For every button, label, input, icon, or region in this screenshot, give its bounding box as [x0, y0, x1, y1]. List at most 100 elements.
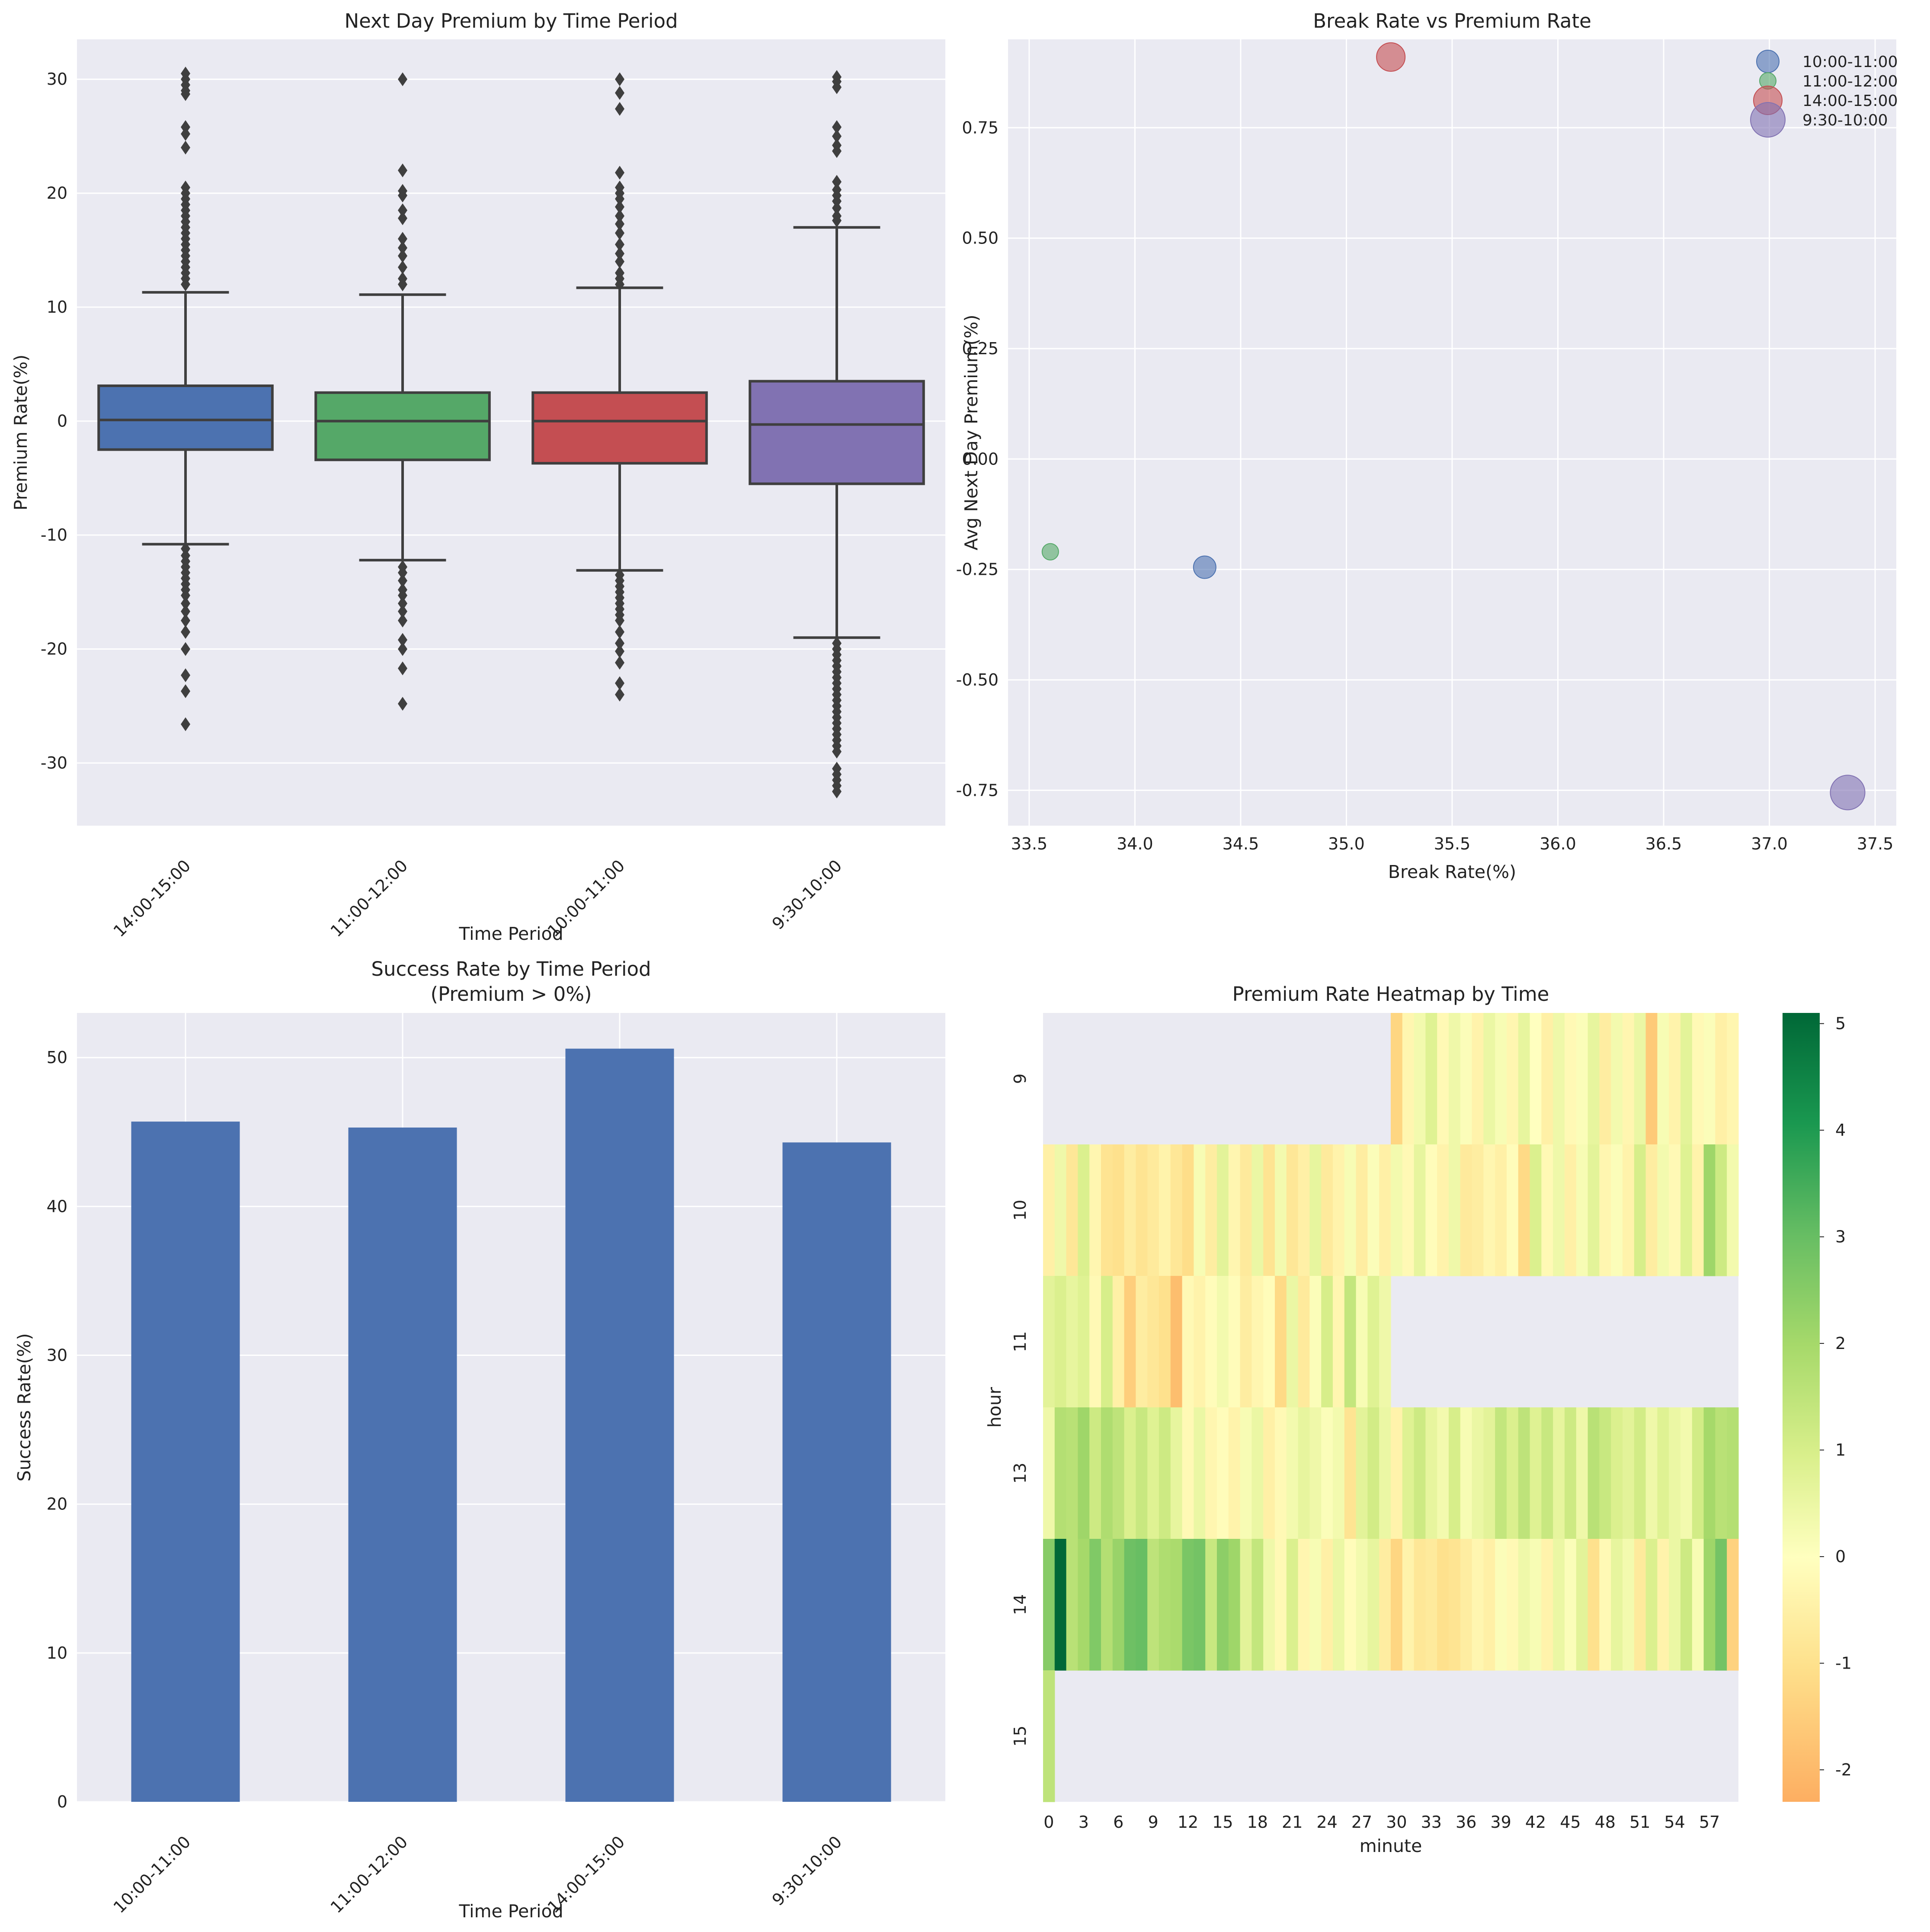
heatmap-cell: [1194, 1144, 1206, 1276]
x-tick-label: 9:30-10:00: [768, 1832, 846, 1910]
heatmap-cell: [1182, 1144, 1194, 1276]
outlier-point: [398, 163, 407, 177]
heatmap-cell: [1588, 1539, 1600, 1671]
outlier-point: [615, 200, 624, 214]
x-tick-label: 48: [1595, 1813, 1616, 1832]
bar-9:30-10:00: [782, 1142, 891, 1802]
heatmap-cell: [1460, 1539, 1472, 1671]
heatmap-cell: [1054, 1539, 1067, 1671]
heatmap-cell: [1402, 1144, 1415, 1276]
heatmap-cell: [1495, 1013, 1507, 1145]
heatmap-cell: [1472, 1144, 1484, 1276]
heatmap-cell: [1541, 1407, 1553, 1539]
point-10:00-11:00: [1193, 555, 1216, 579]
x-tick-label: 39: [1490, 1813, 1511, 1832]
heatmap-cell: [1356, 1276, 1368, 1408]
heatmap-cell: [1066, 1144, 1078, 1276]
legend-marker: [1756, 50, 1780, 73]
x-tick-label: 3: [1079, 1813, 1089, 1832]
heatmap-cell: [1217, 1144, 1229, 1276]
heatmap-cell: [1367, 1407, 1379, 1539]
heatmap-cell: [1298, 1407, 1310, 1539]
heatmap-cell: [1634, 1144, 1646, 1276]
x-axis-label: minute: [1360, 1836, 1422, 1856]
heatmap-cell: [1112, 1539, 1125, 1671]
box-14:00-15:00: [97, 67, 274, 731]
heatmap-cell: [1159, 1144, 1171, 1276]
heatmap-cell: [1379, 1539, 1391, 1671]
heatmap-cell: [1449, 1539, 1461, 1671]
heatmap-cell: [1159, 1539, 1171, 1671]
heatmap-cell: [1414, 1013, 1426, 1145]
heatmap-cell: [1344, 1144, 1357, 1276]
heatmap-cell: [1414, 1144, 1426, 1276]
heatmap-cell: [1321, 1407, 1333, 1539]
outlier-point: [832, 784, 842, 798]
heatmap-cell: [1518, 1144, 1530, 1276]
heatmap-cell: [1367, 1276, 1379, 1408]
heatmap-cell: [1576, 1407, 1588, 1539]
heatmap-cell: [1170, 1407, 1183, 1539]
heatmap-cell: [1228, 1407, 1241, 1539]
heatmap-cell: [1251, 1144, 1264, 1276]
y-axis-label: Avg Next Day Premium(%): [961, 315, 982, 551]
heatmap-cell: [1565, 1013, 1577, 1145]
y-tick-label: 30: [47, 70, 67, 89]
heatmap-cell: [1078, 1276, 1090, 1408]
bar-14:00-15:00: [565, 1048, 674, 1802]
outlier-point: [615, 226, 624, 240]
heatmap-cell: [1703, 1539, 1716, 1671]
legend-label: 10:00-11:00: [1802, 53, 1898, 71]
heatmap-cell: [1623, 1013, 1635, 1145]
heatmap-cell: [1425, 1144, 1437, 1276]
heatmap-cell: [1066, 1539, 1078, 1671]
heatmap-cell: [1054, 1407, 1067, 1539]
x-tick-label: 9: [1148, 1813, 1159, 1832]
heatmap-cell: [1703, 1407, 1716, 1539]
heatmap-cell: [1182, 1407, 1194, 1539]
heatmap-cell: [1680, 1144, 1693, 1276]
heatmap-cell: [1391, 1539, 1403, 1671]
outlier-point: [398, 697, 407, 711]
outlier-point: [181, 87, 190, 101]
heatmap-cell: [1541, 1144, 1553, 1276]
outlier-point: [181, 127, 190, 141]
heatmap-cell: [1147, 1539, 1159, 1671]
heatmap-cell: [1321, 1539, 1333, 1671]
heatmap-cell: [1391, 1013, 1403, 1145]
heatmap-cells: [1043, 1013, 1739, 1802]
x-tick-label: 54: [1664, 1813, 1685, 1832]
heatmap-cell: [1623, 1144, 1635, 1276]
colorbar-ticks: 5 4 3 2 1 0 -1 -2: [1820, 1014, 1852, 1779]
outlier-point: [832, 80, 842, 94]
heatmap-cell: [1402, 1013, 1415, 1145]
x-tick-label: 12: [1178, 1813, 1198, 1832]
outlier-point: [398, 588, 407, 602]
outlier-point: [615, 636, 624, 650]
outlier-point: [832, 201, 842, 215]
heatmap-cell: [1495, 1144, 1507, 1276]
heatmap-cell: [1483, 1407, 1495, 1539]
heatmap-cell: [1727, 1539, 1739, 1671]
x-axis-label: Break Rate(%): [1388, 862, 1516, 882]
outlier-point: [615, 72, 624, 87]
heatmap-cell: [1205, 1539, 1217, 1671]
heatmap-cell: [1321, 1276, 1333, 1408]
x-tick-label: 33.5: [1011, 834, 1048, 853]
outlier-point: [832, 175, 842, 189]
outlier-point: [615, 237, 624, 252]
heatmap-cell: [1599, 1407, 1611, 1539]
heatmap-cell: [1692, 1144, 1704, 1276]
x-axis-label: Time Period: [458, 923, 563, 944]
box-iqr: [749, 380, 925, 485]
heatmap-cell: [1043, 1539, 1055, 1671]
heatmap-cell: [1228, 1539, 1241, 1671]
outlier-point: [398, 604, 407, 618]
heatmap-cell: [1599, 1144, 1611, 1276]
x-tick-label: 9:30-10:00: [768, 856, 846, 933]
outlier-point: [181, 642, 190, 656]
heatmap-cell: [1101, 1276, 1113, 1408]
heatmap-cell: [1054, 1276, 1067, 1408]
box-iqr: [97, 384, 274, 451]
heatmap-cell: [1379, 1144, 1391, 1276]
